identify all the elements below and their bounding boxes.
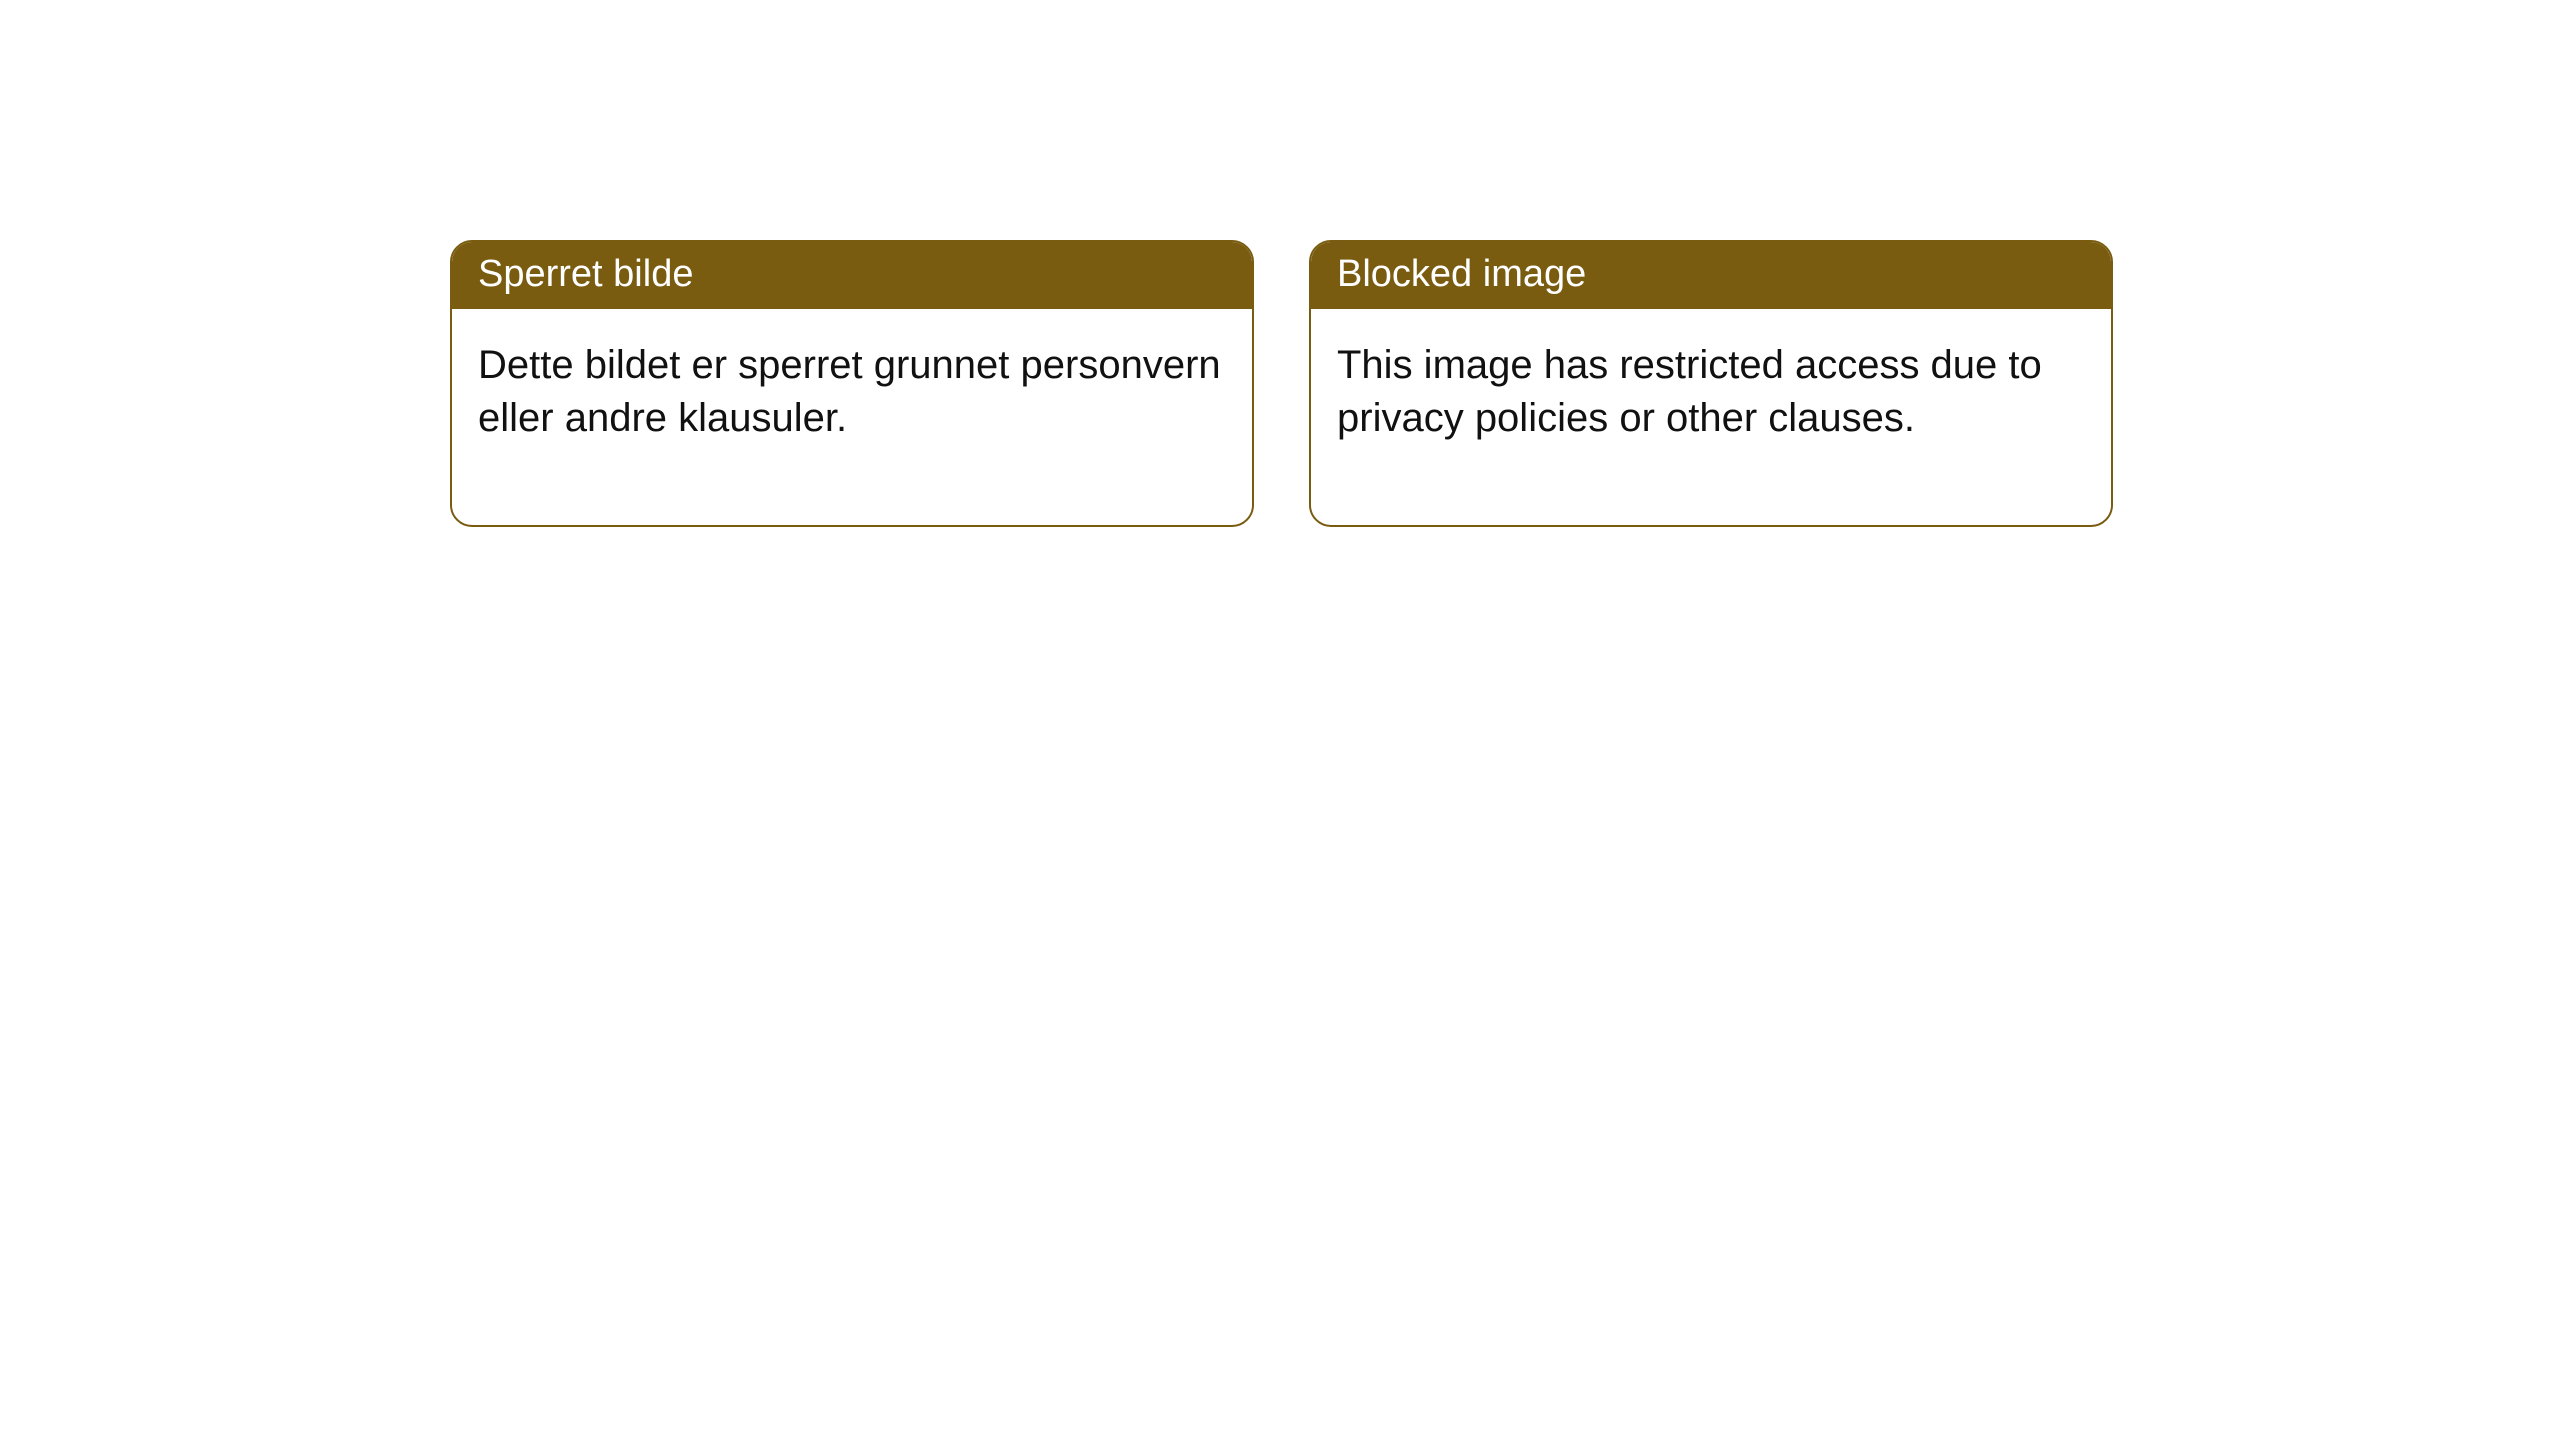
card-body: Dette bildet er sperret grunnet personve…	[452, 309, 1252, 525]
card-message: Dette bildet er sperret grunnet personve…	[478, 343, 1221, 440]
card-header: Sperret bilde	[452, 242, 1252, 309]
notice-card-norwegian: Sperret bilde Dette bildet er sperret gr…	[450, 240, 1254, 527]
notice-container: Sperret bilde Dette bildet er sperret gr…	[450, 240, 2113, 527]
card-title: Sperret bilde	[478, 253, 693, 295]
card-message: This image has restricted access due to …	[1337, 343, 2042, 440]
card-body: This image has restricted access due to …	[1311, 309, 2111, 525]
card-title: Blocked image	[1337, 253, 1586, 295]
notice-card-english: Blocked image This image has restricted …	[1309, 240, 2113, 527]
card-header: Blocked image	[1311, 242, 2111, 309]
